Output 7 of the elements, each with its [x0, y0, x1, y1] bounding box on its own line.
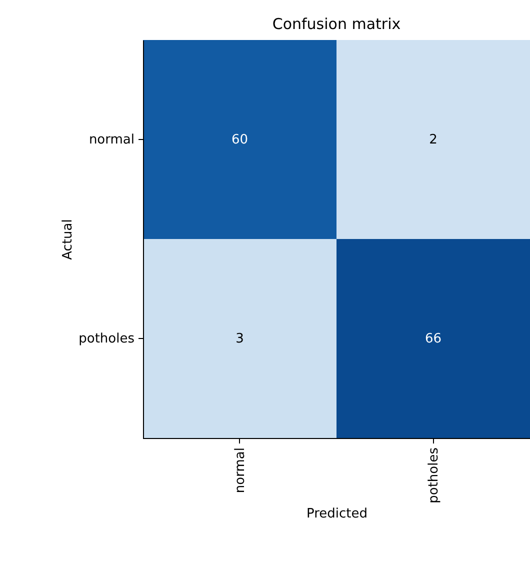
data-label: 2 [429, 132, 438, 148]
data-label: 60 [231, 132, 248, 148]
chart-title: Confusion matrix [272, 15, 401, 33]
data-label: 3 [236, 332, 244, 346]
data-label: 66 [424, 332, 442, 346]
x-axis-title: Predicted [306, 506, 368, 522]
y-axis-title: Actual [60, 219, 76, 260]
